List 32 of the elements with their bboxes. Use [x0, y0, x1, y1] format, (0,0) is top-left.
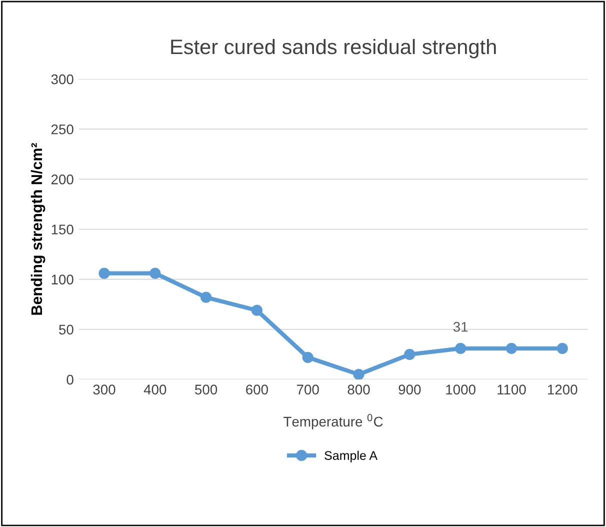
y-tick-label: 0: [66, 374, 74, 385]
point: [98, 268, 110, 279]
x-tick-label: 400: [144, 384, 166, 395]
point: [455, 342, 466, 354]
x-tick-label: 500: [195, 384, 218, 395]
x-tick-label: 800: [348, 384, 370, 395]
point: [353, 368, 364, 380]
chart-title: Ester cured sands residual strength: [171, 38, 496, 58]
x-tick-label: 1200: [548, 384, 578, 395]
y-tick-label: 250: [51, 124, 74, 134]
x-axis-title: Temperature $^{0}$C: [284, 414, 383, 430]
y-axis-title: Bending strength N/cm²: [30, 142, 46, 315]
x-tick-label: 900: [398, 384, 421, 395]
legend-label: Sample A: [324, 450, 378, 462]
y-tick-label: 200: [51, 174, 74, 184]
x-tick-label: 700: [296, 384, 319, 395]
point: [150, 268, 161, 279]
point: [251, 304, 262, 316]
data-label: 31: [453, 322, 468, 332]
point: [404, 348, 416, 360]
point: [200, 292, 212, 303]
y-tick-label: 300: [51, 74, 74, 84]
point: [556, 342, 568, 354]
y-tick-label: 50: [59, 324, 74, 335]
x-tick-label: 300: [93, 384, 116, 395]
point: [302, 352, 314, 363]
x-tick-label: 1000: [446, 384, 476, 395]
x-tick-label: 600: [246, 384, 268, 395]
y-tick-label: 100: [52, 274, 74, 284]
x-tick-label: 1100: [498, 384, 526, 395]
y-tick-label: 150: [52, 224, 74, 234]
point: [506, 342, 518, 354]
